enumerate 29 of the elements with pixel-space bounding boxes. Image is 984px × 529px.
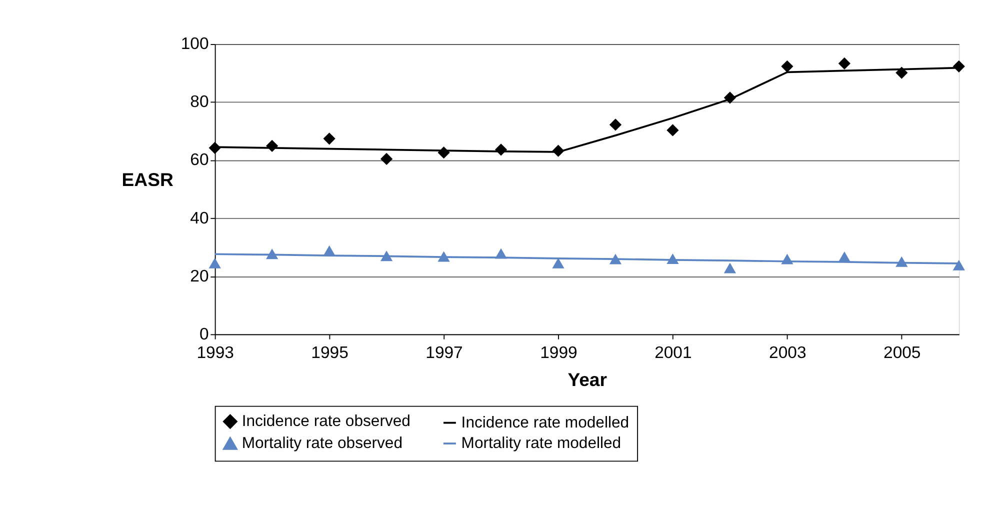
point <box>609 118 622 131</box>
x-tick-label: 2005 <box>884 342 921 362</box>
point <box>952 260 965 270</box>
legend-label: Incidence rate observed <box>242 413 410 430</box>
legend-label: Incidence rate modelled <box>461 414 630 432</box>
y-tick-label: 80 <box>190 92 209 112</box>
x-tick-label: 1995 <box>311 342 348 362</box>
point <box>552 258 564 268</box>
x-tick-label: 2003 <box>769 342 806 362</box>
x-tick-label: 1997 <box>426 342 463 362</box>
point <box>208 258 221 268</box>
x-tick-label: 2001 <box>654 342 692 362</box>
x-tick-label: 1993 <box>196 342 234 362</box>
point <box>838 57 850 70</box>
y-tick-label: 60 <box>190 150 209 170</box>
point <box>380 152 393 166</box>
point <box>323 132 336 145</box>
x-axis-title: Year <box>568 368 607 390</box>
x-tick-label: 1999 <box>540 342 578 362</box>
y-tick-label: 20 <box>190 266 209 286</box>
y-tick-label: 40 <box>190 208 209 228</box>
y-tick-label: 100 <box>180 34 209 54</box>
legend-label: Mortality rate modelled <box>461 435 622 452</box>
point <box>724 262 736 274</box>
y-tick-label: 0 <box>199 324 209 344</box>
point <box>781 60 794 72</box>
point <box>666 124 679 136</box>
legend-label: Mortality rate observed <box>242 435 402 452</box>
y-axis-title: EASR <box>122 168 174 190</box>
